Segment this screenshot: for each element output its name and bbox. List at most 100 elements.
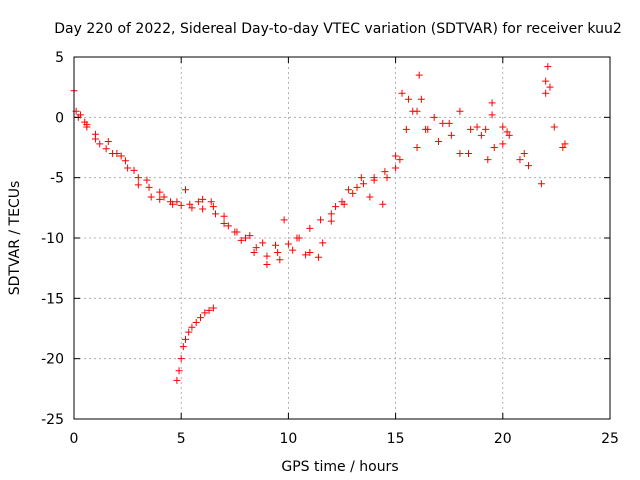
data-point [409, 107, 417, 115]
data-point [209, 203, 217, 211]
data-point [366, 193, 374, 201]
data-point [121, 157, 129, 165]
data-point [561, 140, 569, 148]
data-point [177, 201, 185, 209]
data-point [147, 193, 155, 201]
data-point [246, 232, 254, 240]
y-tick-label: -10 [41, 231, 64, 247]
data-point [117, 152, 125, 160]
data-point [205, 306, 213, 314]
data-point [185, 328, 193, 336]
data-point [209, 304, 217, 312]
data-point [422, 125, 430, 133]
data-point [381, 168, 389, 176]
data-point [143, 176, 151, 184]
data-point [314, 253, 322, 261]
data-point [81, 118, 89, 126]
data-point [124, 164, 132, 172]
data-points [70, 63, 569, 384]
data-point [349, 189, 357, 197]
x-tick-label: 15 [387, 431, 405, 447]
data-point [490, 144, 498, 151]
y-tick-label: 0 [55, 110, 64, 126]
data-point [177, 355, 185, 363]
data-point [370, 176, 378, 184]
data-point [102, 145, 110, 153]
data-point [134, 174, 142, 182]
data-point [434, 137, 442, 145]
x-axis-label: GPS time / hours [281, 459, 398, 475]
data-point [417, 95, 425, 103]
y-tick-label: 5 [55, 50, 64, 66]
data-point [488, 99, 496, 107]
data-point [392, 164, 400, 172]
data-point [199, 205, 207, 213]
data-point [344, 186, 352, 194]
chart-title: Day 220 of 2022, Sidereal Day-to-day VTE… [54, 21, 622, 37]
data-point [379, 200, 387, 208]
data-point [252, 244, 260, 252]
data-point [220, 212, 228, 220]
data-point [259, 239, 267, 247]
data-point [181, 335, 189, 343]
data-point [109, 150, 117, 158]
series-band-a [70, 87, 513, 260]
data-point [196, 314, 204, 322]
data-point [482, 125, 490, 133]
data-point [559, 144, 567, 151]
axis-ticks: 0 5 10 15 20 25 5 0 -5 -10 -15 -20 -25 [41, 50, 619, 447]
data-point [392, 152, 400, 160]
data-point [263, 252, 271, 260]
data-point [175, 367, 183, 375]
x-tick-label: 20 [494, 431, 512, 447]
data-point [546, 83, 554, 91]
data-point [192, 318, 200, 326]
data-point [467, 125, 475, 133]
data-point [104, 137, 112, 145]
data-point [156, 195, 164, 203]
x-tick-label: 25 [601, 431, 619, 447]
data-point [302, 251, 310, 259]
data-point [306, 248, 314, 256]
series-isolated-arc [173, 304, 217, 384]
data-point [464, 150, 472, 158]
data-point [284, 240, 292, 248]
data-point [134, 181, 142, 189]
data-point [263, 261, 271, 269]
data-point [484, 156, 492, 164]
data-point [537, 180, 545, 188]
data-point [237, 236, 245, 244]
data-point [242, 234, 250, 242]
grid [74, 57, 610, 419]
data-point [430, 113, 438, 121]
y-tick-label: -15 [41, 291, 64, 307]
data-point [96, 140, 104, 148]
data-point [503, 128, 511, 136]
data-point [327, 217, 335, 225]
series-late-spikes [415, 63, 569, 188]
data-point [130, 166, 138, 174]
data-point [499, 140, 507, 148]
data-point [357, 174, 365, 182]
data-point [396, 156, 404, 164]
data-point [188, 323, 196, 331]
y-tick-label: -20 [41, 352, 64, 368]
data-point [456, 107, 464, 115]
data-point [413, 144, 421, 151]
data-point [220, 220, 228, 228]
series-band-b [74, 113, 507, 269]
data-point [289, 246, 297, 254]
data-point [447, 131, 455, 139]
data-point [250, 248, 258, 256]
data-point [499, 123, 507, 131]
y-tick-label: -5 [50, 171, 64, 187]
data-point [145, 183, 153, 191]
data-point [445, 119, 453, 127]
data-point [542, 89, 550, 97]
data-point [186, 200, 194, 208]
data-point [274, 248, 282, 256]
data-point [456, 150, 464, 158]
series-band-c [81, 89, 567, 256]
data-point [516, 156, 524, 164]
data-point [359, 180, 367, 188]
